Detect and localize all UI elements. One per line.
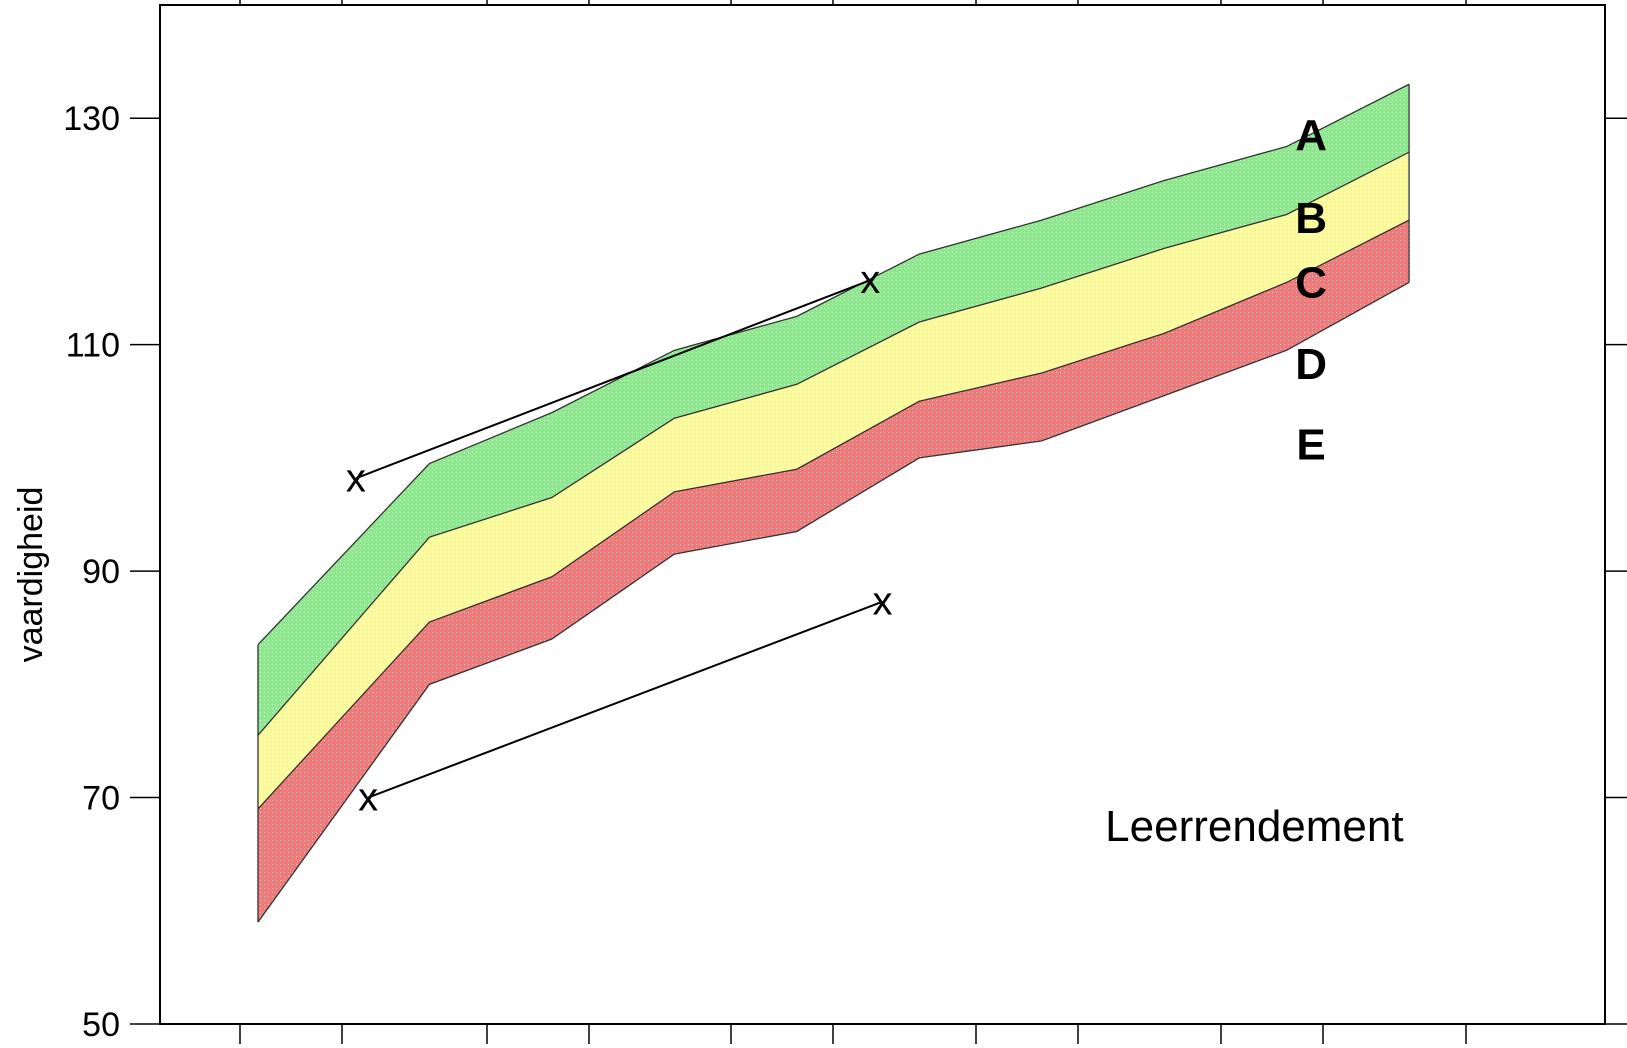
y-tick-label: 130 bbox=[63, 100, 120, 138]
y-tick-label: 90 bbox=[82, 553, 120, 591]
plot-frame bbox=[159, 4, 1606, 1025]
band-label-c: C bbox=[1295, 258, 1327, 307]
marker-connector-line bbox=[355, 279, 871, 480]
y-axis-label: vaardigheid bbox=[12, 487, 50, 663]
band-boundary-line bbox=[257, 281, 1410, 923]
x-marker: x bbox=[860, 258, 880, 302]
band-boundary-line bbox=[257, 151, 1410, 736]
x-marker: x bbox=[873, 580, 893, 624]
band-label-e: E bbox=[1296, 420, 1325, 469]
band-label-d: D bbox=[1295, 340, 1327, 389]
band-area bbox=[257, 84, 1410, 736]
annotation-label: Leerrendement bbox=[1105, 802, 1403, 851]
y-tick-label: 70 bbox=[82, 780, 120, 818]
marker-connector-line bbox=[367, 600, 883, 799]
band-label-a: A bbox=[1295, 111, 1327, 160]
band-label-b: B bbox=[1295, 194, 1327, 243]
band-area bbox=[257, 152, 1410, 809]
band-area bbox=[257, 220, 1410, 923]
band-boundary-line bbox=[257, 219, 1410, 810]
x-marker: x bbox=[346, 456, 366, 500]
x-marker: x bbox=[358, 776, 378, 820]
y-tick-label: 50 bbox=[82, 1006, 120, 1044]
y-tick-label: 110 bbox=[66, 327, 120, 365]
